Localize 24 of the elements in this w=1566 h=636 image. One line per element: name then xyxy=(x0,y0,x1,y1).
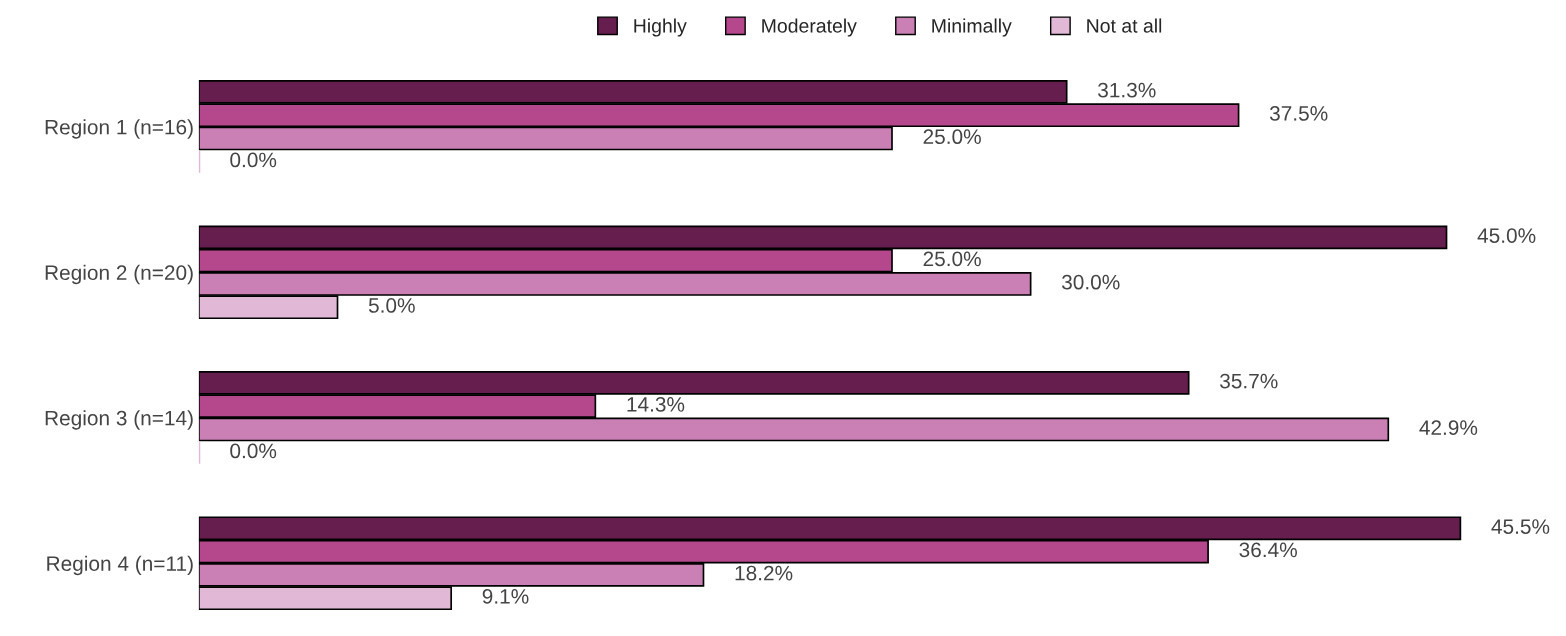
data-label: 35.7% xyxy=(1220,373,1278,389)
y-tick-label: Region 2 (n=20) xyxy=(45,264,193,285)
data-label: 25.0% xyxy=(923,129,981,145)
data-label: 5.0% xyxy=(368,298,415,313)
legend-label: Minimally xyxy=(932,18,1012,37)
data-label: 37.5% xyxy=(1269,106,1328,121)
y-tick-label: Region 1 (n=16) xyxy=(45,119,193,139)
data-label: 18.2% xyxy=(735,565,793,581)
legend-label: Not at all xyxy=(1087,18,1162,33)
data-label: 14.3% xyxy=(627,396,685,412)
y-tick-label: Region 4 (n=11) xyxy=(47,555,193,576)
legend-label: Highly xyxy=(634,18,687,37)
y-tick-label: Region 3 (n=14) xyxy=(45,410,193,430)
data-label: 31.3% xyxy=(1098,82,1156,98)
legend-label: Moderately xyxy=(762,18,857,37)
data-label: 42.9% xyxy=(1419,420,1478,435)
data-label: 30.0% xyxy=(1061,274,1120,290)
data-label: 45.5% xyxy=(1491,519,1550,534)
data-label: 0.0% xyxy=(230,443,277,459)
data-label: 0.0% xyxy=(230,152,277,168)
data-label: 9.1% xyxy=(482,589,529,604)
data-label: 25.0% xyxy=(923,251,981,267)
data-label: 36.4% xyxy=(1239,542,1297,558)
data-label: 45.0% xyxy=(1477,228,1536,243)
